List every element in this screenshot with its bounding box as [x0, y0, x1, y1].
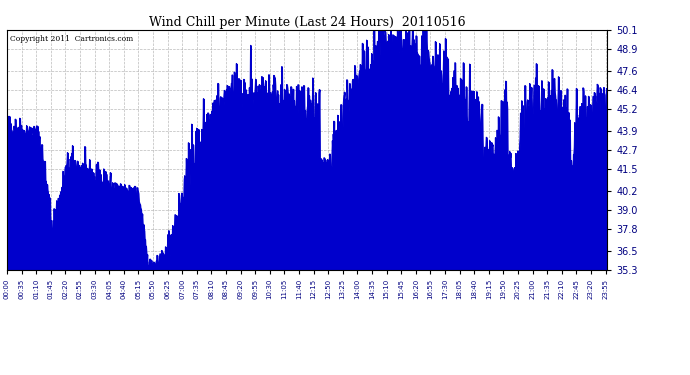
Title: Wind Chill per Minute (Last 24 Hours)  20110516: Wind Chill per Minute (Last 24 Hours) 20… — [149, 16, 465, 29]
Text: Copyright 2011  Cartronics.com: Copyright 2011 Cartronics.com — [10, 35, 133, 43]
